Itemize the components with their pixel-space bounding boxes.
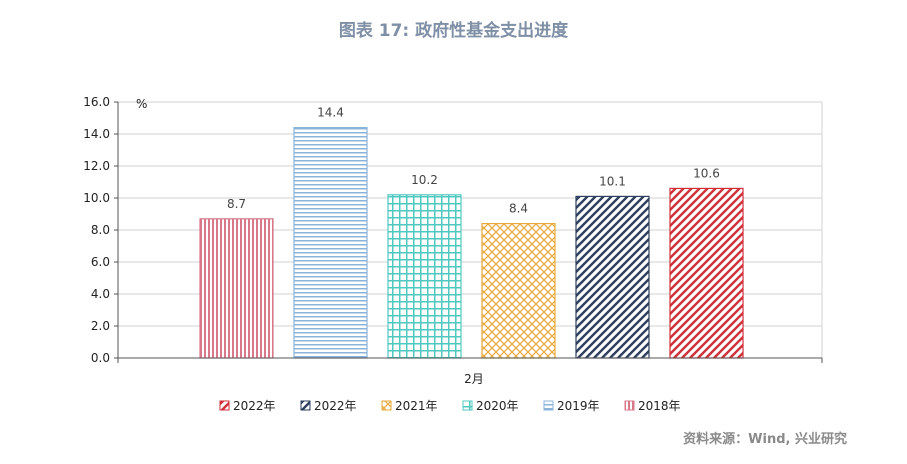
legend-label: 2022年 bbox=[314, 399, 357, 413]
bar-1 bbox=[199, 218, 274, 359]
legend-swatch bbox=[300, 400, 311, 411]
chart-title: 图表 17: 政府性基金支出进度 bbox=[338, 21, 569, 41]
data-label: 10.2 bbox=[411, 173, 438, 187]
data-label: 10.6 bbox=[693, 166, 720, 180]
legend-label: 2020年 bbox=[476, 399, 519, 413]
y-tick-label: 12.0 bbox=[83, 159, 110, 173]
legend-swatch bbox=[381, 400, 392, 411]
data-label: 14.4 bbox=[317, 106, 344, 120]
y-tick-label: 16.0 bbox=[83, 95, 110, 109]
data-label: 10.1 bbox=[599, 174, 626, 188]
source-note: 资料来源：Wind, 兴业研究 bbox=[683, 432, 847, 447]
y-tick-label: 10.0 bbox=[83, 191, 110, 205]
data-label: 8.4 bbox=[509, 202, 528, 216]
bar-3 bbox=[387, 194, 462, 359]
y-tick-label: 4.0 bbox=[91, 287, 110, 301]
x-category-label: 2月 bbox=[464, 372, 484, 386]
legend-label: 2022年 bbox=[233, 399, 276, 413]
y-unit-label: % bbox=[136, 97, 147, 111]
legend-swatch bbox=[543, 400, 554, 411]
data-label: 8.7 bbox=[227, 197, 246, 211]
legend-label: 2018年 bbox=[638, 399, 681, 413]
bar-5 bbox=[575, 195, 650, 359]
bar-4 bbox=[481, 223, 556, 359]
legend-swatch bbox=[624, 400, 635, 411]
y-tick-label: 2.0 bbox=[91, 319, 110, 333]
bar-6 bbox=[669, 187, 744, 359]
y-tick-label: 0.0 bbox=[91, 351, 110, 365]
legend-swatch bbox=[219, 400, 230, 411]
y-tick-label: 8.0 bbox=[91, 223, 110, 237]
y-tick-label: 6.0 bbox=[91, 255, 110, 269]
y-tick-label: 14.0 bbox=[83, 127, 110, 141]
bar-2 bbox=[293, 126, 368, 359]
legend-swatch bbox=[462, 400, 473, 411]
legend-label: 2019年 bbox=[557, 399, 600, 413]
legend-label: 2021年 bbox=[395, 399, 438, 413]
